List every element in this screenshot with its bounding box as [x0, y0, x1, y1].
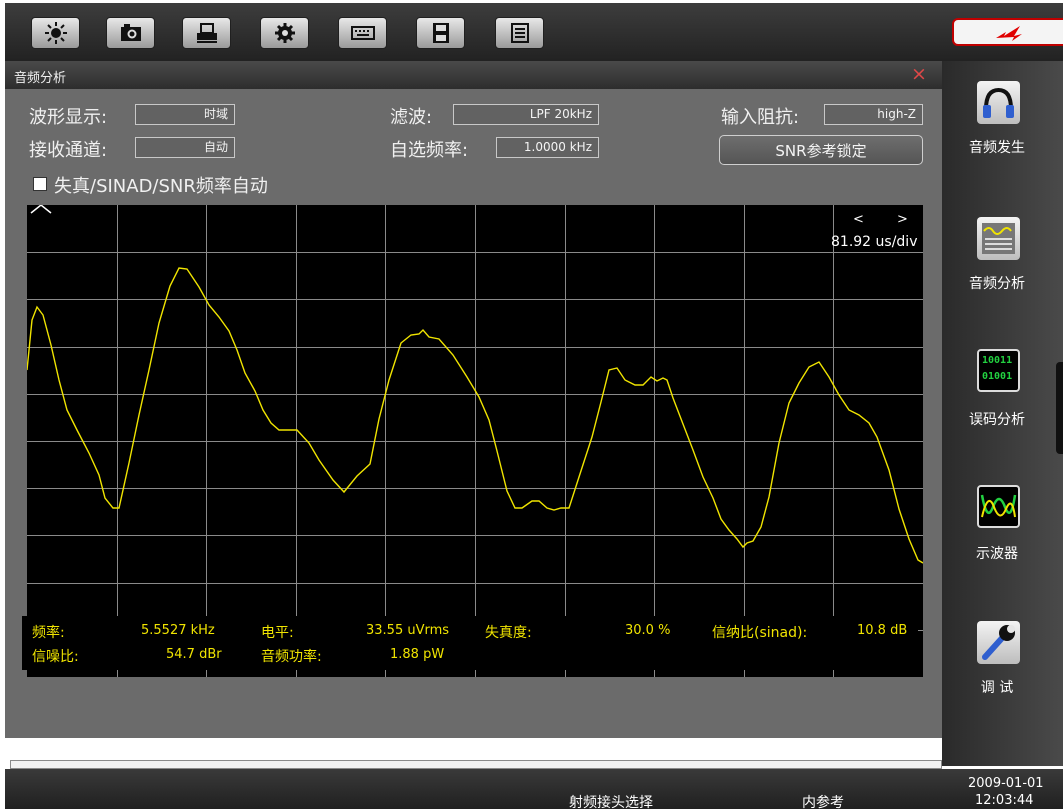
snr-label: 信噪比: [32, 649, 79, 665]
waveform-display-field[interactable]: 时域 [135, 104, 235, 125]
brightness-button[interactable] [31, 17, 80, 49]
sidebar-item-audio-analysis[interactable]: 音频分析 [969, 276, 1025, 292]
distortion-label: 失真度: [485, 625, 532, 641]
rf-power-indicator[interactable] [952, 18, 1063, 46]
bit-error-icon-bottom: 01001 [982, 371, 1013, 382]
audio-power-value: 1.88 pW [390, 647, 445, 662]
timebase-readout: 81.92 us/div [831, 234, 918, 250]
reference-status[interactable]: 内参考 [802, 795, 844, 809]
distortion-value: 30.0 % [625, 623, 671, 638]
sidebar-item-oscilloscope[interactable]: 示波器 [976, 546, 1018, 562]
settings-icon [274, 23, 295, 43]
brightness-icon [44, 22, 67, 44]
save-icon [432, 23, 449, 43]
keyboard-icon [350, 26, 375, 40]
window-title: 音频分析 [14, 71, 67, 86]
sinad-label: 信纳比(sinad): [712, 625, 808, 641]
list-icon [510, 23, 529, 43]
settings-button[interactable] [260, 17, 309, 49]
close-icon[interactable]: × [911, 63, 927, 85]
sidebar-item-audio-generator[interactable]: 音频发生 [969, 140, 1025, 156]
bit-error-icon-top: 10011 [982, 355, 1013, 366]
snr-value: 54.7 dBr [166, 647, 222, 662]
headphones-icon[interactable] [977, 81, 1020, 124]
status-date: 2009-01-01 [968, 776, 1044, 791]
oscilloscope-icon[interactable] [977, 485, 1020, 528]
custom-frequency-label: 自选频率: [390, 140, 469, 161]
keyboard-button[interactable] [338, 17, 387, 49]
oscilloscope-display[interactable] [27, 205, 923, 677]
receive-channel-label: 接收通道: [29, 140, 108, 161]
printer-icon [196, 23, 217, 43]
scope-grid [27, 205, 923, 677]
frequency-label: 频率: [32, 625, 65, 641]
frequency-value: 5.5527 kHz [141, 623, 215, 638]
waveform-display-label: 波形显示: [29, 107, 108, 128]
horizontal-scrollbar[interactable] [10, 760, 942, 769]
print-button[interactable] [182, 17, 231, 49]
input-impedance-label: 输入阻抗: [721, 107, 800, 128]
audio-analysis-icon[interactable] [977, 217, 1020, 260]
audio-power-label: 音频功率: [261, 649, 322, 665]
level-label: 电平: [261, 625, 294, 641]
measurement-panel: 频率: 5.5527 kHz 电平: 33.55 uVrms 失真度: 30.0… [22, 616, 918, 670]
receive-channel-field[interactable]: 自动 [135, 137, 235, 158]
window-title-bar: 音频分析 × [5, 61, 942, 89]
bit-error-icon[interactable]: 10011 01001 [977, 349, 1020, 392]
rf-power-icon [995, 26, 1022, 41]
custom-frequency-field[interactable]: 1.0000 kHz [496, 137, 599, 158]
trigger-marker[interactable] [30, 205, 52, 214]
waveform-plot [27, 205, 923, 677]
filter-label: 滤波: [390, 107, 433, 128]
screenshot-button[interactable] [106, 17, 155, 49]
sidebar-item-bit-error[interactable]: 误码分析 [969, 412, 1025, 428]
level-value: 33.55 uVrms [366, 623, 450, 638]
report-button[interactable] [495, 17, 544, 49]
function-sidebar: 音频发生 音频分析 10011 01001 误码分析 示波器 调 试 [942, 61, 1063, 766]
save-button[interactable] [416, 17, 465, 49]
zoom-out-arrow[interactable]: < [853, 212, 864, 227]
wrench-icon[interactable] [977, 621, 1020, 664]
status-bar [5, 769, 1063, 809]
snr-reference-lock-button[interactable]: SNR参考锁定 [719, 135, 923, 165]
input-impedance-field[interactable]: high-Z [824, 104, 923, 125]
zoom-in-arrow[interactable]: > [897, 212, 908, 227]
sidebar-item-debug[interactable]: 调 试 [980, 680, 1014, 696]
auto-frequency-checkbox[interactable] [33, 177, 47, 191]
sidebar-collapse-handle[interactable] [1056, 362, 1063, 454]
auto-frequency-label: 失真/SINAD/SNR频率自动 [54, 176, 268, 197]
top-toolbar [5, 3, 1063, 61]
sinad-value: 10.8 dB [857, 623, 908, 638]
filter-field[interactable]: LPF 20kHz [453, 104, 599, 125]
rf-connector-select[interactable]: 射频接头选择 [569, 795, 653, 809]
status-time: 12:03:44 [975, 793, 1034, 808]
waveform-trace [27, 267, 923, 564]
camera-icon [120, 24, 141, 41]
